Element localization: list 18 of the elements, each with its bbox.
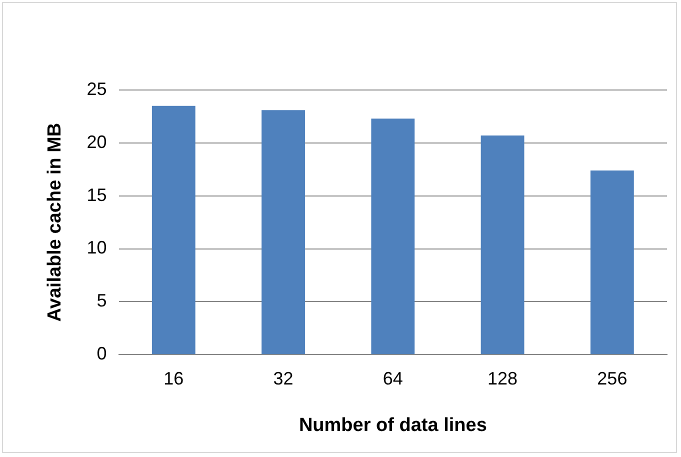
y-axis-title: Available cache in MB [44, 122, 66, 322]
y-tick-label: 20 [86, 132, 107, 152]
y-tick-label: 15 [86, 184, 107, 205]
y-tick-label: 10 [86, 238, 107, 258]
x-axis-title: Number of data lines [298, 414, 487, 436]
bar [262, 110, 305, 354]
x-tick-label: 128 [488, 368, 518, 388]
x-tick-label: 256 [597, 368, 628, 388]
y-tick-label: 5 [96, 290, 107, 311]
bar [152, 106, 196, 354]
bar [371, 118, 415, 354]
x-tick-label: 32 [273, 368, 294, 388]
bar [590, 170, 634, 354]
y-tick-label: 25 [86, 78, 107, 99]
bar [480, 136, 524, 354]
x-tick-label: 64 [382, 368, 403, 388]
y-tick-label: 0 [96, 344, 107, 364]
x-tick-label: 16 [164, 368, 184, 388]
